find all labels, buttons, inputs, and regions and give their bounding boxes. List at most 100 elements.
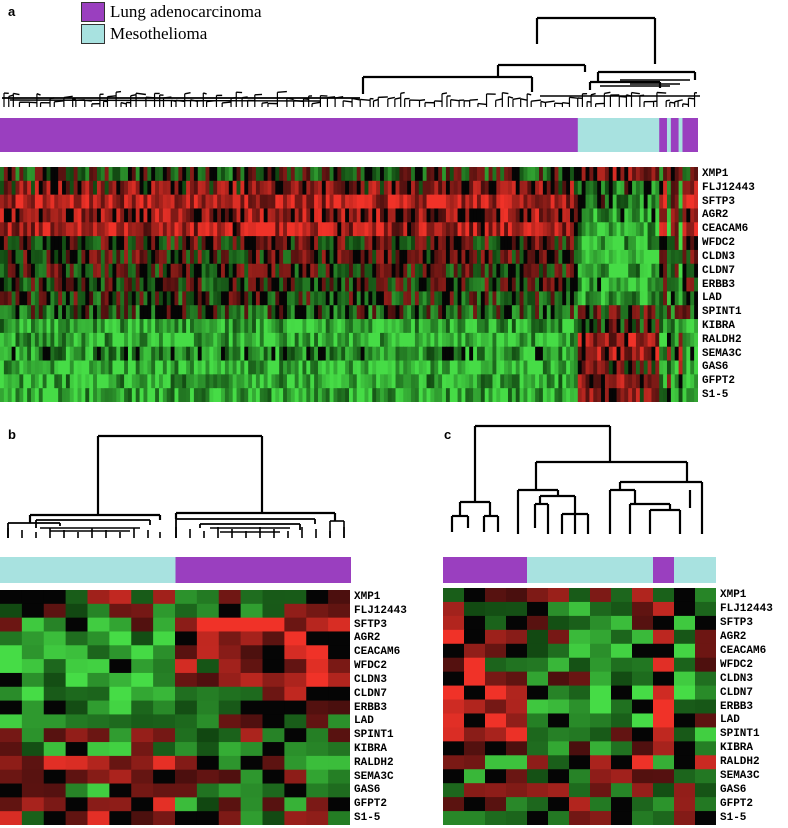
heatmap-cell xyxy=(554,249,559,265)
heatmap-cell xyxy=(329,249,335,265)
heatmap-cell xyxy=(616,194,622,210)
heatmap-cell xyxy=(112,222,117,237)
heatmap-cell xyxy=(624,222,629,237)
heatmap-cell xyxy=(127,277,133,293)
heatmap-cell xyxy=(465,236,470,251)
heatmap-cell xyxy=(418,194,424,210)
heatmap-cell xyxy=(539,305,544,320)
heatmap-cell xyxy=(376,277,381,293)
heatmap-cell xyxy=(442,222,447,237)
heatmap-cell xyxy=(620,360,625,375)
heatmap-cell xyxy=(224,346,230,362)
heatmap-cell xyxy=(411,388,416,402)
heatmap-cell xyxy=(349,277,354,293)
heatmap-cell xyxy=(218,659,242,674)
heatmap-cell xyxy=(96,305,102,320)
heatmap-cell xyxy=(310,360,315,375)
heatmap-cell xyxy=(175,755,198,771)
heatmap-cell xyxy=(271,305,276,320)
heatmap-cell xyxy=(395,319,401,334)
heatmap-cell xyxy=(593,360,598,375)
heatmap-cell xyxy=(65,388,71,402)
heatmap-cell xyxy=(333,208,338,223)
heatmap-cell xyxy=(554,236,559,251)
heatmap-cell xyxy=(224,319,230,334)
heatmap-cell xyxy=(577,277,583,293)
heatmap-cell xyxy=(248,332,253,348)
heatmap-cell xyxy=(178,291,183,306)
heatmap-cell xyxy=(496,263,501,279)
heatmap-cell xyxy=(50,374,55,389)
heatmap-cell xyxy=(589,167,594,182)
heatmap-cell xyxy=(228,236,234,251)
heatmap-cell xyxy=(104,222,110,237)
heatmap-cell xyxy=(611,797,633,812)
heatmap-cell xyxy=(387,222,393,237)
heatmap-cell xyxy=(364,305,369,320)
heatmap-cell xyxy=(85,263,90,279)
heatmap-cell xyxy=(248,167,253,182)
heatmap-cell xyxy=(632,657,654,673)
heatmap-cell xyxy=(570,305,575,320)
heatmap-cell xyxy=(310,332,315,348)
heatmap-cell xyxy=(695,741,716,756)
heatmap-cell xyxy=(209,319,214,334)
heatmap-cell xyxy=(542,374,548,389)
heatmap-cell xyxy=(506,671,528,687)
heatmap-cell xyxy=(349,208,354,223)
heatmap-cell xyxy=(170,332,176,348)
heatmap-cell xyxy=(506,643,528,659)
heatmap-cell xyxy=(232,236,238,251)
heatmap-cell xyxy=(166,208,172,223)
heatmap-cell xyxy=(485,643,507,659)
heatmap-cell xyxy=(507,360,513,375)
heatmap-cell xyxy=(548,685,570,701)
heatmap-cell xyxy=(143,263,148,279)
heatmap-cell xyxy=(569,811,591,825)
heatmap-cell xyxy=(221,236,226,251)
gene-label: RALDH2 xyxy=(354,756,394,769)
heatmap-cell xyxy=(153,590,176,605)
heatmap-cell xyxy=(674,374,680,389)
heatmap-cell xyxy=(155,277,160,293)
heatmap-cell xyxy=(674,643,696,659)
heatmap-cell xyxy=(15,374,20,389)
heatmap-cell xyxy=(604,305,610,320)
heatmap-cell xyxy=(356,222,362,237)
heatmap-cell xyxy=(7,236,13,251)
heatmap-cell xyxy=(403,208,408,223)
heatmap-cell xyxy=(213,194,218,210)
heatmap-cell xyxy=(573,305,579,320)
heatmap-cell xyxy=(383,346,389,362)
heatmap-cell xyxy=(317,194,323,210)
heatmap-cell xyxy=(158,180,164,196)
heatmap-cell xyxy=(585,222,591,237)
heatmap-cell xyxy=(31,332,36,348)
heatmap-cell xyxy=(612,346,618,362)
heatmap-cell xyxy=(485,615,507,631)
heatmap-cell xyxy=(93,346,98,362)
heatmap-cell xyxy=(190,305,195,320)
heatmap-cell xyxy=(286,236,292,251)
heatmap-cell xyxy=(457,208,463,223)
heatmap-cell xyxy=(590,699,612,715)
heatmap-cell xyxy=(604,222,610,237)
heatmap-cell xyxy=(328,603,350,619)
heatmap-cell xyxy=(391,263,397,279)
heatmap-cell xyxy=(341,236,346,251)
heatmap-cell xyxy=(193,263,199,279)
heatmap-cell xyxy=(506,783,528,798)
heatmap-cell xyxy=(372,346,377,362)
heatmap-cell xyxy=(604,167,610,182)
heatmap-cell xyxy=(286,222,292,237)
heatmap-cell xyxy=(166,249,172,265)
heatmap-cell xyxy=(694,180,698,196)
heatmap-cell xyxy=(328,769,350,785)
heatmap-cell xyxy=(58,305,63,320)
heatmap-cell xyxy=(488,208,494,223)
heatmap-cell xyxy=(376,263,381,279)
heatmap-cell xyxy=(62,305,67,320)
heatmap-cell xyxy=(62,194,67,210)
heatmap-cell xyxy=(573,194,579,210)
heatmap-cell xyxy=(678,277,684,293)
